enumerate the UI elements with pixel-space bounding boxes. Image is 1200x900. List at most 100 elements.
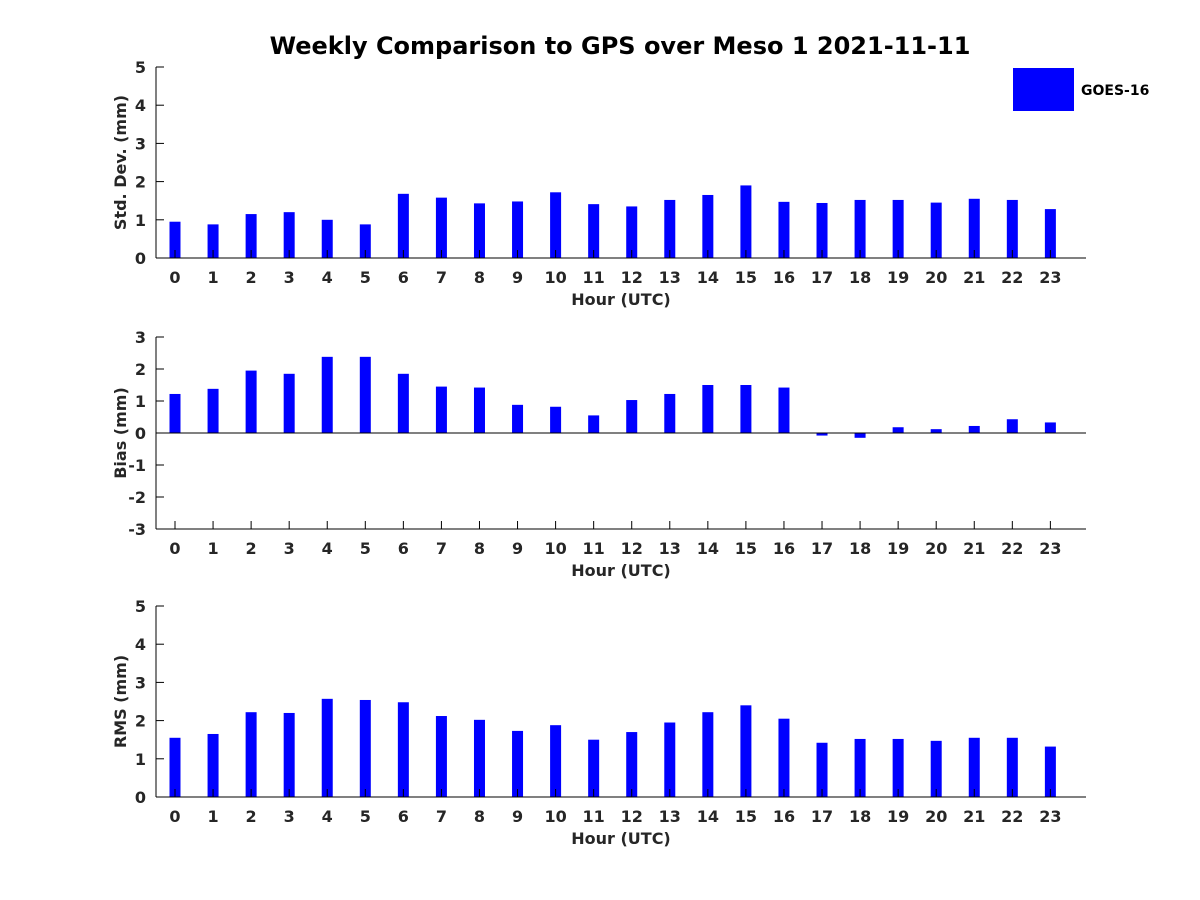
bar-std-dev-hour-20 <box>930 202 942 258</box>
bar-std-dev-hour-5 <box>359 224 371 258</box>
x-tick-label-rms-8: 8 <box>474 807 485 826</box>
y-tick-label-bias--1: -1 <box>128 456 146 475</box>
x-tick-label-rms-4: 4 <box>322 807 333 826</box>
x-tick-label-bias-11: 11 <box>583 539 605 558</box>
bar-std-dev-hour-17 <box>816 202 828 258</box>
x-tick-label-bias-1: 1 <box>207 539 218 558</box>
bar-std-dev-hour-8 <box>473 203 485 258</box>
bar-bias-hour-9 <box>512 404 524 433</box>
bar-std-dev-hour-1 <box>207 224 219 258</box>
x-tick-label-std-dev-6: 6 <box>398 268 409 287</box>
bar-rms-hour-2 <box>245 712 257 797</box>
bar-bias-hour-21 <box>968 425 980 433</box>
x-tick-label-bias-12: 12 <box>621 539 643 558</box>
bar-std-dev-hour-9 <box>512 201 524 258</box>
y-tick-label-std-dev-3: 3 <box>135 134 146 153</box>
bar-bias-hour-20 <box>930 429 942 433</box>
bar-rms-hour-9 <box>512 730 524 797</box>
bar-std-dev-hour-6 <box>397 193 409 258</box>
bar-std-dev-hour-22 <box>1006 199 1018 258</box>
x-tick-label-std-dev-4: 4 <box>322 268 333 287</box>
bar-std-dev-hour-21 <box>968 198 980 258</box>
x-tick-label-bias-17: 17 <box>811 539 833 558</box>
x-tick-label-std-dev-21: 21 <box>963 268 985 287</box>
bar-std-dev-hour-16 <box>778 201 790 258</box>
x-tick-label-bias-3: 3 <box>284 539 295 558</box>
y-tick-label-bias--3: -3 <box>128 520 146 539</box>
x-tick-label-std-dev-15: 15 <box>735 268 757 287</box>
bar-std-dev-hour-18 <box>854 199 866 258</box>
bar-std-dev-hour-14 <box>702 194 714 258</box>
bar-std-dev-hour-11 <box>588 204 600 258</box>
x-axis-label-std-dev: Hour (UTC) <box>571 290 671 309</box>
bar-bias-hour-15 <box>740 385 752 433</box>
x-tick-label-rms-10: 10 <box>544 807 566 826</box>
bar-std-dev-hour-0 <box>169 221 181 258</box>
y-tick-label-bias-1: 1 <box>135 392 146 411</box>
bar-std-dev-hour-7 <box>435 197 447 258</box>
x-tick-label-std-dev-3: 3 <box>284 268 295 287</box>
x-tick-label-std-dev-0: 0 <box>169 268 180 287</box>
y-tick-label-rms-1: 1 <box>135 750 146 769</box>
x-tick-label-rms-11: 11 <box>583 807 605 826</box>
x-tick-label-rms-0: 0 <box>169 807 180 826</box>
x-tick-label-bias-13: 13 <box>659 539 681 558</box>
bar-std-dev-hour-23 <box>1044 209 1056 258</box>
x-axis-label-rms: Hour (UTC) <box>571 829 671 848</box>
x-tick-label-rms-12: 12 <box>621 807 643 826</box>
bar-rms-hour-8 <box>473 719 485 797</box>
x-tick-label-bias-15: 15 <box>735 539 757 558</box>
bar-rms-hour-7 <box>435 716 447 797</box>
x-tick-label-bias-14: 14 <box>697 539 719 558</box>
x-tick-label-rms-7: 7 <box>436 807 447 826</box>
x-tick-label-bias-0: 0 <box>169 539 180 558</box>
bar-bias-hour-16 <box>778 387 790 433</box>
x-tick-label-bias-7: 7 <box>436 539 447 558</box>
bar-bias-hour-6 <box>397 373 409 433</box>
bar-rms-hour-18 <box>854 738 866 797</box>
bar-bias-hour-1 <box>207 388 219 433</box>
x-tick-label-bias-23: 23 <box>1039 539 1061 558</box>
x-tick-label-rms-22: 22 <box>1001 807 1023 826</box>
bar-bias-hour-5 <box>359 356 371 433</box>
x-tick-label-std-dev-13: 13 <box>659 268 681 287</box>
bar-bias-hour-2 <box>245 370 257 433</box>
x-tick-label-rms-2: 2 <box>246 807 257 826</box>
y-axis-label-std-dev: Std. Dev. (mm) <box>111 95 130 230</box>
x-tick-label-bias-21: 21 <box>963 539 985 558</box>
y-tick-label-std-dev-1: 1 <box>135 211 146 230</box>
x-tick-label-bias-20: 20 <box>925 539 947 558</box>
x-tick-label-std-dev-23: 23 <box>1039 268 1061 287</box>
x-tick-label-rms-15: 15 <box>735 807 757 826</box>
bar-rms-hour-23 <box>1044 746 1056 797</box>
bar-rms-hour-5 <box>359 699 371 797</box>
y-tick-label-bias-0: 0 <box>135 424 146 443</box>
x-tick-label-bias-4: 4 <box>322 539 333 558</box>
x-tick-label-std-dev-11: 11 <box>583 268 605 287</box>
bar-rms-hour-20 <box>930 740 942 797</box>
x-tick-label-std-dev-22: 22 <box>1001 268 1023 287</box>
bar-rms-hour-0 <box>169 737 181 797</box>
bar-bias-hour-12 <box>626 400 638 433</box>
chart-title: Weekly Comparison to GPS over Meso 1 202… <box>270 32 971 60</box>
bar-rms-hour-6 <box>397 702 409 797</box>
bar-rms-hour-4 <box>321 698 333 797</box>
y-tick-label-bias-3: 3 <box>135 328 146 347</box>
bar-bias-hour-17 <box>816 433 828 436</box>
bar-rms-hour-11 <box>588 739 600 797</box>
bar-bias-hour-18 <box>854 433 866 438</box>
bar-std-dev-hour-15 <box>740 185 752 258</box>
x-tick-label-std-dev-19: 19 <box>887 268 909 287</box>
bar-rms-hour-14 <box>702 712 714 797</box>
bar-std-dev-hour-13 <box>664 199 676 258</box>
x-tick-label-rms-21: 21 <box>963 807 985 826</box>
bar-bias-hour-22 <box>1006 419 1018 433</box>
x-tick-label-rms-19: 19 <box>887 807 909 826</box>
bar-bias-hour-23 <box>1044 422 1056 433</box>
x-tick-label-rms-16: 16 <box>773 807 795 826</box>
bar-std-dev-hour-12 <box>626 206 638 258</box>
bar-rms-hour-10 <box>550 725 562 797</box>
y-axis-label-rms: RMS (mm) <box>111 655 130 748</box>
